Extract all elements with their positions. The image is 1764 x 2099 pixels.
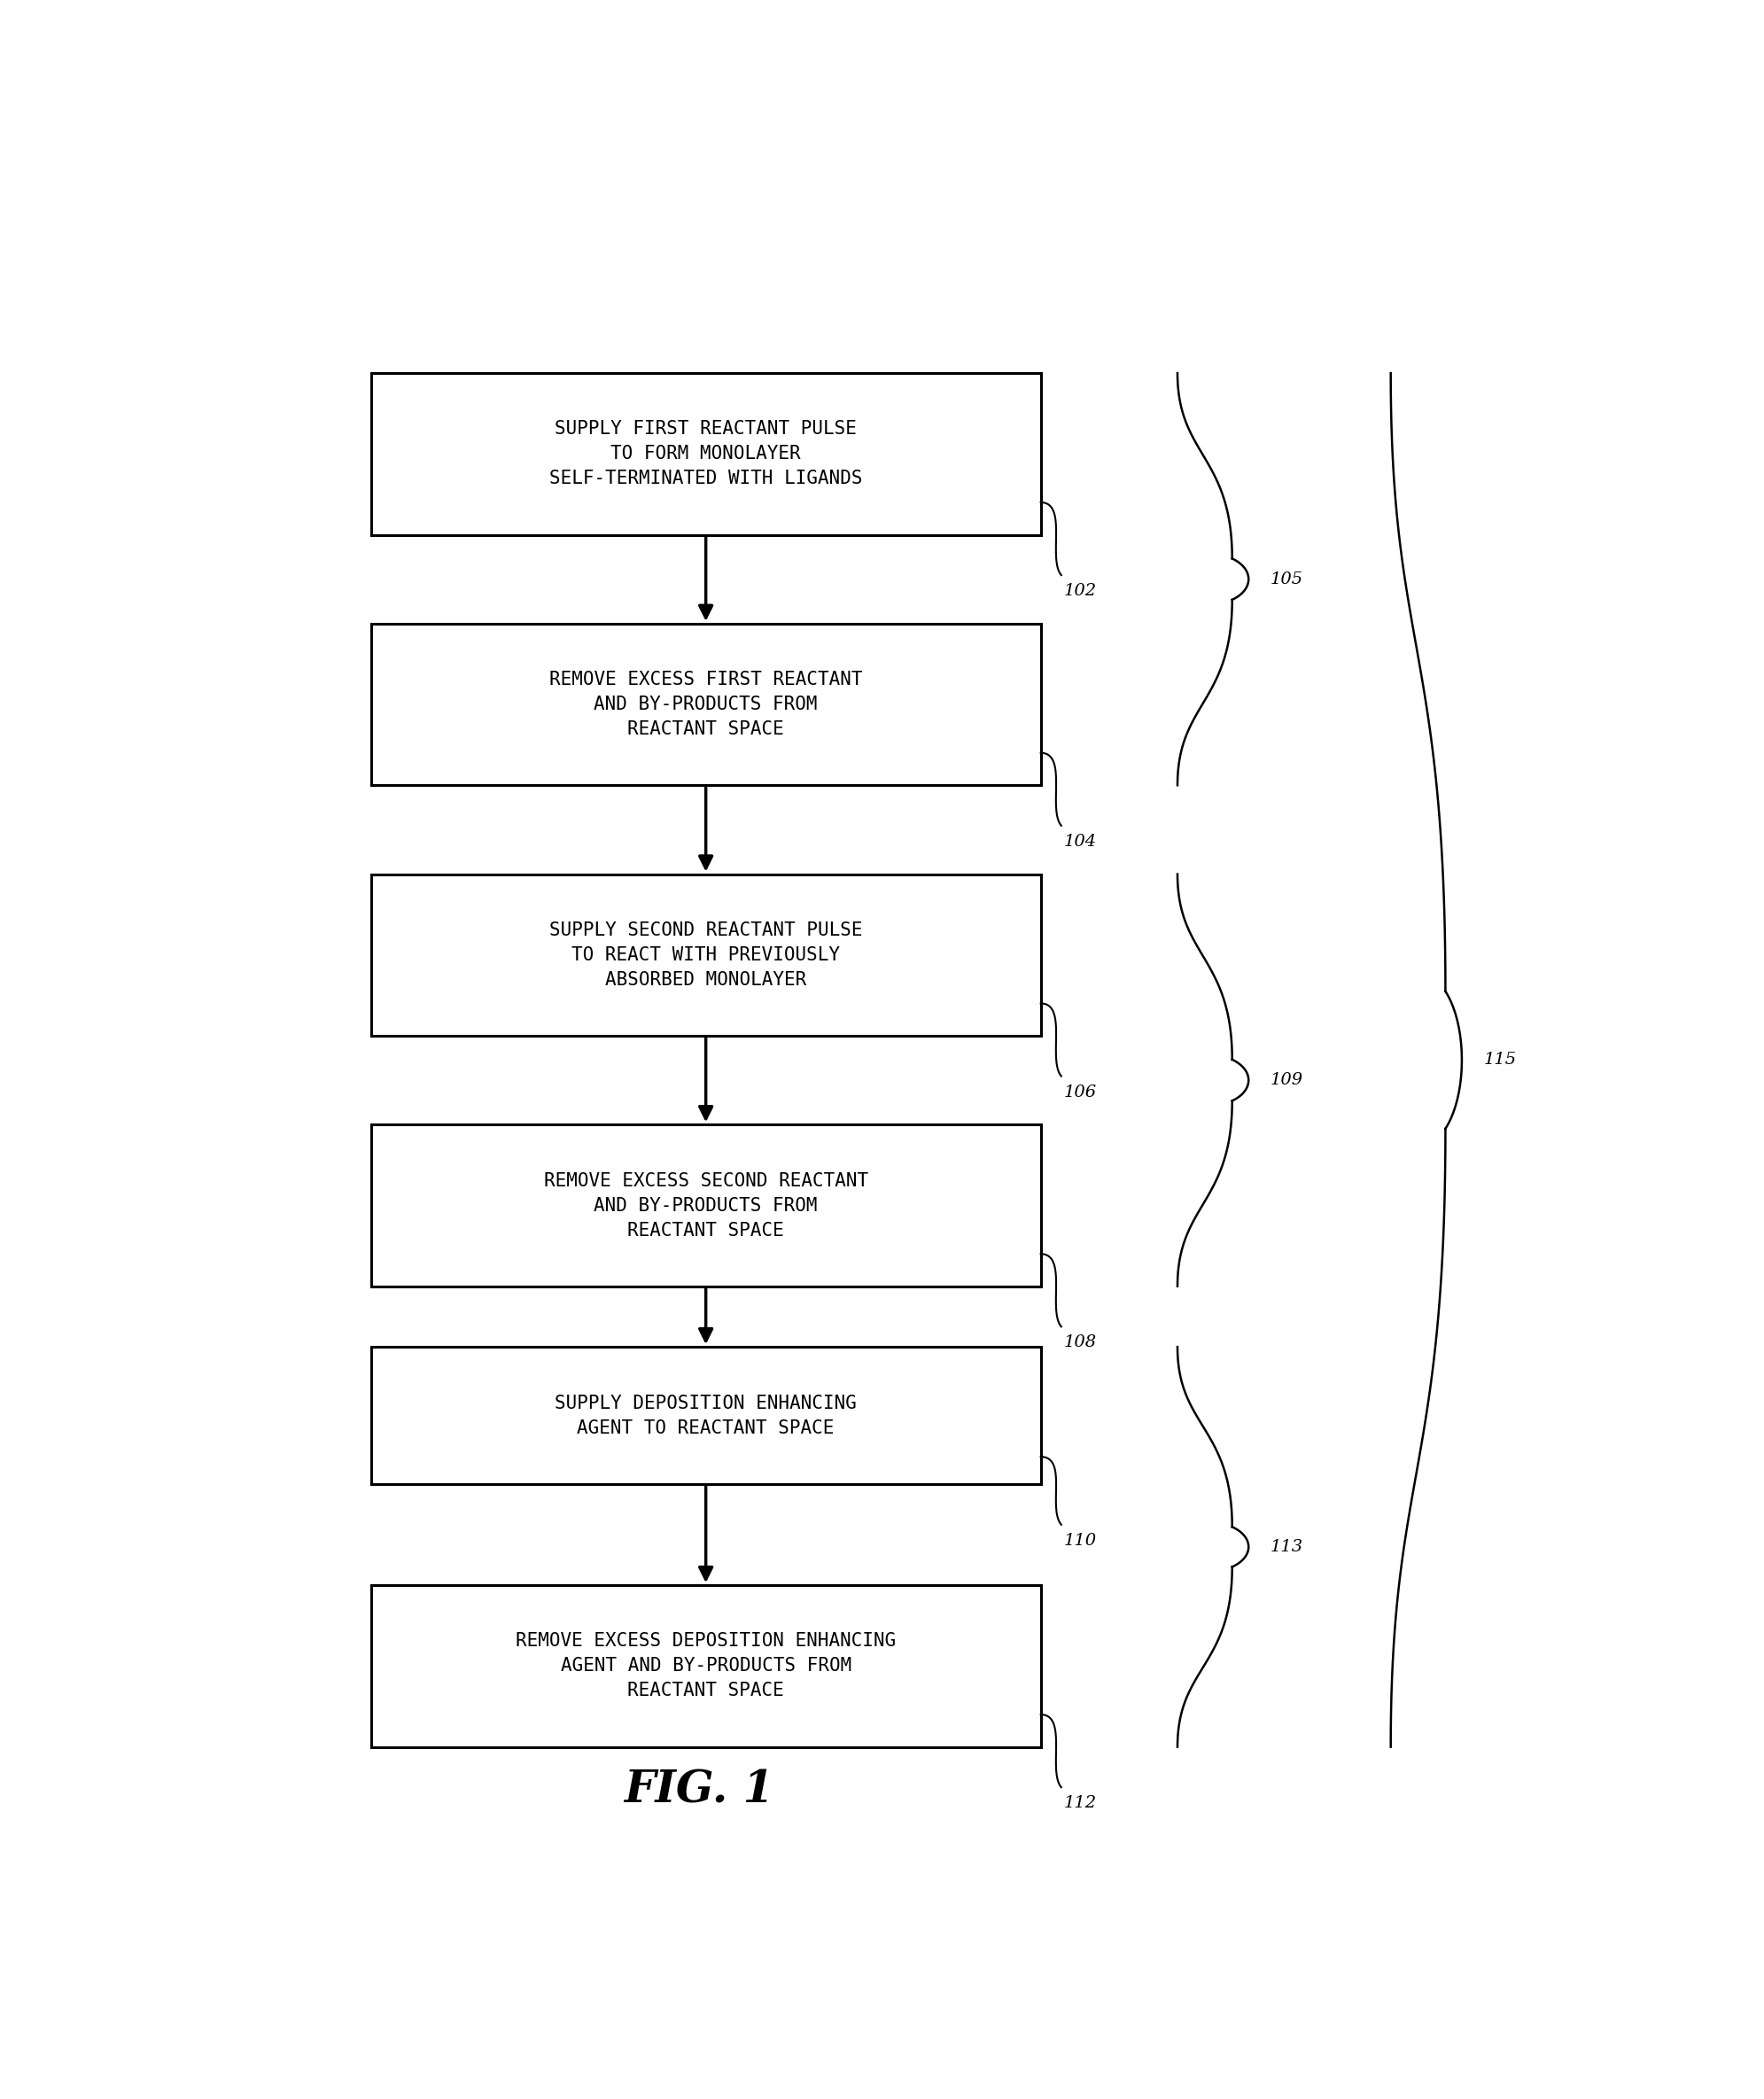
Bar: [370, 374, 1041, 535]
Text: SUPPLY DEPOSITION ENHANCING
AGENT TO REACTANT SPACE: SUPPLY DEPOSITION ENHANCING AGENT TO REA…: [556, 1394, 857, 1438]
Bar: [370, 873, 1041, 1035]
Text: 110: 110: [1064, 1532, 1097, 1549]
Text: 108: 108: [1064, 1335, 1097, 1350]
Text: 104: 104: [1064, 833, 1097, 850]
Text: 106: 106: [1064, 1085, 1097, 1100]
Text: 112: 112: [1064, 1795, 1097, 1811]
Text: REMOVE EXCESS DEPOSITION ENHANCING
AGENT AND BY-PRODUCTS FROM
REACTANT SPACE: REMOVE EXCESS DEPOSITION ENHANCING AGENT…: [515, 1633, 896, 1700]
Text: REMOVE EXCESS SECOND REACTANT
AND BY-PRODUCTS FROM
REACTANT SPACE: REMOVE EXCESS SECOND REACTANT AND BY-PRO…: [543, 1171, 868, 1238]
Text: SUPPLY SECOND REACTANT PULSE
TO REACT WITH PREVIOUSLY
ABSORBED MONOLAYER: SUPPLY SECOND REACTANT PULSE TO REACT WI…: [549, 921, 863, 989]
Text: 109: 109: [1270, 1073, 1304, 1087]
Text: FIG. 1: FIG. 1: [624, 1769, 774, 1811]
Bar: [370, 1348, 1041, 1484]
Text: 102: 102: [1064, 584, 1097, 598]
Text: 115: 115: [1484, 1052, 1517, 1068]
Bar: [370, 1585, 1041, 1746]
Text: 113: 113: [1270, 1539, 1304, 1555]
Text: SUPPLY FIRST REACTANT PULSE
TO FORM MONOLAYER
SELF-TERMINATED WITH LIGANDS: SUPPLY FIRST REACTANT PULSE TO FORM MONO…: [549, 420, 863, 487]
Text: 105: 105: [1270, 571, 1304, 588]
Bar: [370, 623, 1041, 785]
Text: REMOVE EXCESS FIRST REACTANT
AND BY-PRODUCTS FROM
REACTANT SPACE: REMOVE EXCESS FIRST REACTANT AND BY-PROD…: [549, 672, 863, 739]
Bar: [370, 1125, 1041, 1287]
